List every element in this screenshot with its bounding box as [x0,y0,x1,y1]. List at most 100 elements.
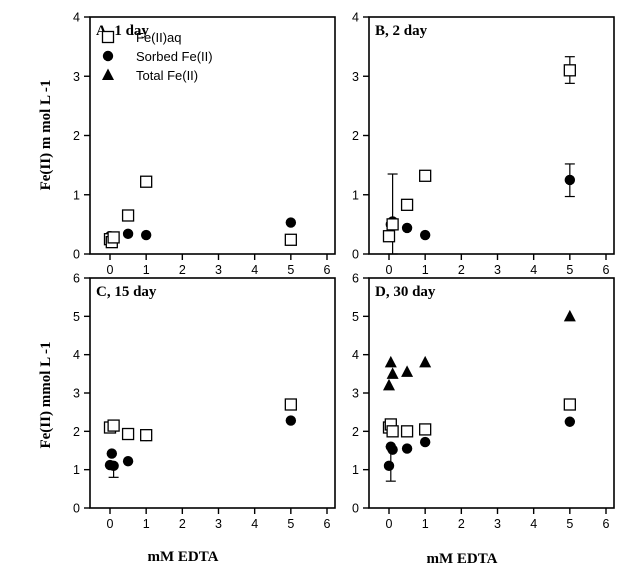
data-point [285,415,297,426]
data-point [400,198,414,211]
panel-title: C, 15 day [96,284,157,300]
x-tick-label: 1 [143,263,150,277]
panel-title: B, 2 day [375,23,428,39]
x-tick-label: 6 [603,263,610,277]
data-point [140,229,152,241]
x-tick-label: 0 [107,517,114,531]
y-tick-label: 3 [352,70,359,84]
data-point [419,169,432,182]
x-tick-label: 2 [179,263,186,277]
data-point [419,423,432,436]
x-tick-label: 1 [422,263,429,277]
data-point [386,425,399,438]
legend-label: Total Fe(II) [136,68,198,83]
y-tick-label: 1 [73,188,80,202]
panel-3: 0 1 2 3 4 5 6 0 1 2 3 4 5 6 C, 15 day [73,272,336,531]
panel-2: 0 1 2 3 4 5 6 0 1 2 3 4 B, 2 day [352,11,615,277]
x-tick-label: 5 [566,517,573,531]
data-point [108,460,119,472]
x-tick-label: 3 [494,263,501,277]
data-point [140,429,153,442]
data-point [386,367,399,379]
panel-frame [89,277,336,509]
x-tick-label: 1 [422,517,429,531]
series-open-square [382,64,576,243]
series-filled-circle [104,415,297,472]
data-point [419,355,432,368]
y-tick-label: 0 [73,502,80,516]
data-point [284,233,297,246]
data-point [400,425,414,438]
x-axis-label-right: mM EDTA [427,551,498,567]
y-tick-label: 3 [352,387,359,401]
legend-entry: Fe(II)aq [101,30,182,45]
data-point [122,456,134,467]
x-tick-label: 2 [179,517,186,531]
data-point [563,309,576,322]
x-tick-label: 5 [566,263,573,277]
data-point [107,419,120,432]
panel-frame [368,277,615,509]
x-tick-label: 1 [143,517,150,531]
data-point [284,398,297,411]
legend-marker [102,50,114,62]
y-tick-label: 4 [73,11,80,25]
y-tick-label: 0 [352,502,359,516]
x-tick-label: 3 [494,517,501,531]
series-open-square [382,398,576,438]
data-point [383,378,395,391]
data-point [401,443,413,454]
data-point [564,174,576,186]
legend-label: Sorbed Fe(II) [136,49,213,64]
legend-label: Fe(II)aq [136,30,182,45]
y-axis-label-top: Fe(II) m mol L -1 [38,80,54,191]
x-tick-label: 2 [458,263,465,277]
x-tick-label: 0 [107,263,114,277]
data-point [401,222,413,234]
data-point [401,365,414,377]
y-tick-label: 2 [73,425,80,439]
x-tick-label: 5 [287,517,294,531]
panel-frame [368,16,615,255]
x-tick-label: 0 [386,517,393,531]
data-point [386,218,399,231]
x-tick-label: 3 [215,517,222,531]
data-point [121,427,135,441]
data-point [419,436,431,448]
data-point [121,209,135,222]
y-tick-label: 3 [73,70,80,84]
data-point [387,444,398,455]
y-tick-label: 6 [352,272,359,286]
y-tick-label: 6 [73,272,80,286]
data-point [564,416,576,427]
data-point [419,229,431,241]
y-tick-label: 2 [352,129,359,143]
data-point [383,460,395,472]
y-tick-label: 1 [73,463,80,477]
x-tick-label: 2 [458,517,465,531]
data-point [563,64,576,77]
x-tick-label: 4 [251,263,258,277]
x-tick-label: 4 [251,517,258,531]
legend-marker [101,30,115,44]
y-tick-label: 2 [73,129,80,143]
y-tick-label: 3 [73,387,80,401]
y-tick-label: 2 [352,425,359,439]
x-axis-label-left: mM EDTA [148,549,219,565]
y-axis-label-bottom: Fe(II) mmol L -1 [38,341,54,448]
series-open-square [103,398,297,442]
panel-4: 0 1 2 3 4 5 6 0 1 2 3 4 5 6 D, 30 day [352,272,615,531]
x-tick-label: 6 [324,263,331,277]
y-tick-label: 1 [352,188,359,202]
data-point [285,217,297,228]
y-tick-label: 0 [73,248,80,262]
y-tick-label: 5 [73,310,80,324]
legend-entry: Sorbed Fe(II) [102,49,213,64]
legend: Fe(II)aq Sorbed Fe(II) Total Fe(II) [101,30,213,83]
data-point [106,448,118,459]
y-tick-label: 4 [73,348,80,362]
panel-title: D, 30 day [375,284,436,300]
x-tick-label: 5 [287,263,294,277]
y-tick-label: 5 [352,310,359,324]
